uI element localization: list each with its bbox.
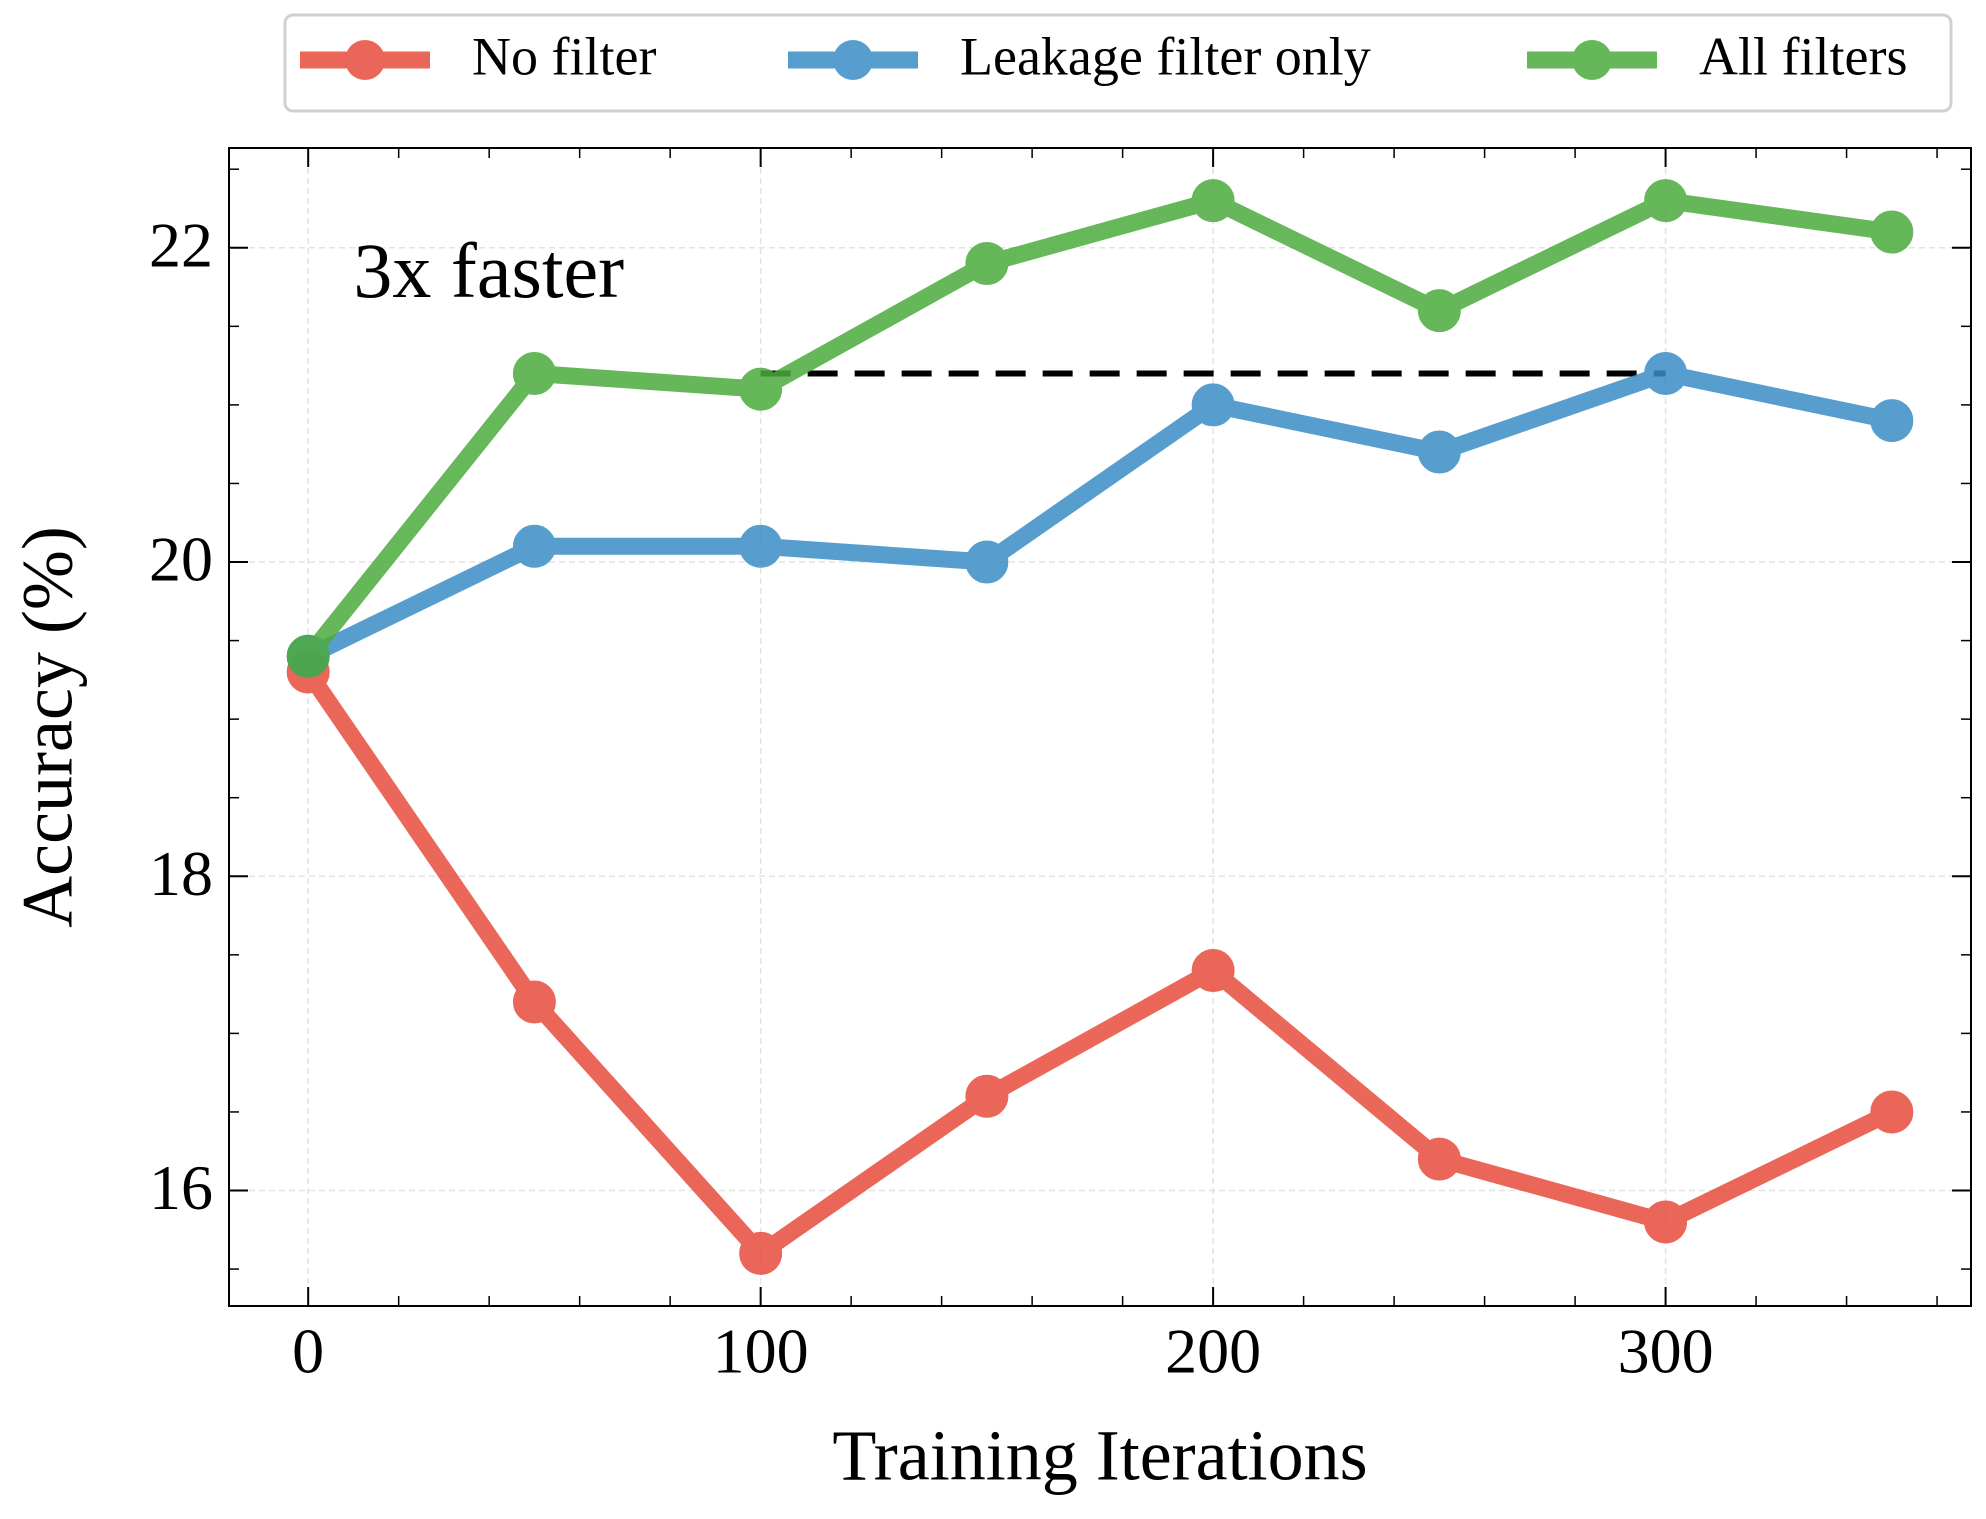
series-line (304, 364, 1894, 664)
data-point (512, 980, 556, 1024)
x-tick-label: 200 (1165, 1316, 1261, 1387)
data-point (1417, 289, 1461, 333)
series (286, 650, 1914, 1275)
plot-frame (228, 147, 1972, 1307)
data-point (1191, 949, 1235, 993)
y-tick-label: 20 (149, 524, 213, 595)
y-axis-label: Accuracy (%) (8, 526, 88, 928)
x-tick-label: 0 (292, 1316, 324, 1387)
data-point (1417, 1137, 1461, 1181)
data-point (1870, 1090, 1914, 1134)
data-point (739, 1231, 783, 1275)
legend-label: Leakage filter only (960, 26, 1371, 86)
legend-frame (283, 13, 1953, 113)
data-point (739, 524, 783, 568)
legend-marker (1572, 40, 1612, 80)
data-point (1191, 383, 1235, 427)
series-line (301, 667, 1896, 1262)
y-tick-label: 18 (149, 838, 213, 909)
annotation: 3x faster (353, 227, 624, 314)
series (286, 351, 1914, 678)
series (286, 179, 1914, 678)
data-point (965, 241, 1009, 285)
data-point (1191, 179, 1235, 223)
legend-label: No filter (472, 26, 656, 86)
data-point (965, 1074, 1009, 1118)
data-point (1644, 179, 1688, 223)
x-axis-label: Training Iterations (832, 1416, 1367, 1496)
data-point (965, 540, 1009, 584)
x-tick-label: 100 (713, 1316, 809, 1387)
legend-label: All filters (1699, 26, 1907, 86)
data-point (739, 367, 783, 411)
data-point (1417, 430, 1461, 474)
data-point (512, 524, 556, 568)
data-point (1870, 399, 1914, 443)
legend-item (300, 40, 430, 80)
data-point (1644, 351, 1688, 395)
x-tick-label: 300 (1618, 1316, 1714, 1387)
series-line (301, 192, 1893, 662)
legend-item (788, 40, 918, 80)
y-tick-label: 16 (149, 1152, 213, 1223)
data-point (286, 634, 330, 678)
legend-marker (833, 40, 873, 80)
data-point (1870, 210, 1914, 254)
data-point (512, 351, 556, 395)
legend-marker (345, 40, 385, 80)
legend-item (1527, 40, 1657, 80)
data-point (1644, 1200, 1688, 1244)
y-tick-label: 22 (149, 209, 213, 280)
